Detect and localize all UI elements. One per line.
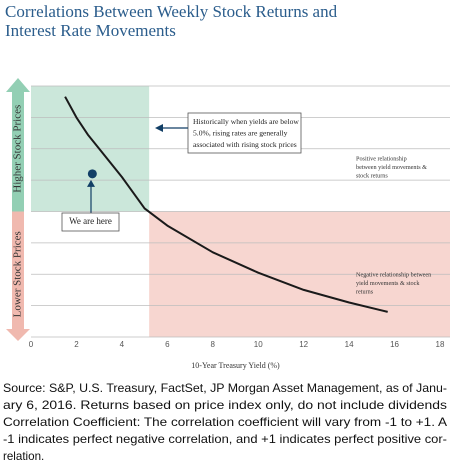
curve <box>64 96 388 313</box>
callout-box <box>187 112 302 154</box>
footnote: relation. <box>3 450 44 463</box>
callout-text: associated with rising stock prices <box>193 140 297 149</box>
footnote: ary 6, 2016. Returns based on price inde… <box>3 399 447 412</box>
point-label-box <box>61 212 120 232</box>
x-tick-label: 0 <box>29 340 34 349</box>
callout-text: 5.0%, rising rates are generally <box>193 128 288 137</box>
down-arrow <box>6 211 30 341</box>
x-tick-label: 18 <box>436 340 445 349</box>
up-arrow <box>6 78 30 212</box>
x-tick-label: 4 <box>120 340 125 349</box>
lower-label: Lower Stock Prices <box>12 231 24 317</box>
negative-note: Negative relationship between <box>356 271 431 278</box>
footnote: Source: S&P, U.S. Treasury, FactSet, JP … <box>3 382 447 395</box>
chart-title: Correlations Between Weekly Stock Return… <box>5 2 338 21</box>
negative-note: returns <box>356 288 374 295</box>
positive-note: stock returns <box>356 172 388 179</box>
chart-title: Interest Rate Movements <box>5 21 176 40</box>
point-arrowhead <box>87 179 95 187</box>
x-tick-label: 12 <box>299 340 308 349</box>
x-tick-label: 6 <box>165 340 170 349</box>
positive-note: between yield movements & <box>356 164 427 171</box>
x-tick-label: 16 <box>390 340 399 349</box>
callout-text: Historically when yields are below <box>193 117 299 126</box>
positive-note: Positive relationship <box>356 155 407 162</box>
x-axis-label: 10-Year Treasury Yield (%) <box>191 361 280 370</box>
x-tick-label: 14 <box>345 340 354 349</box>
x-tick-label: 8 <box>211 340 216 349</box>
footnote: -1 indicates perfect negative correlatio… <box>3 433 447 446</box>
x-tick-label: 10 <box>254 340 263 349</box>
callout-arrowhead <box>155 124 163 132</box>
current-point <box>87 169 97 179</box>
footnote: Correlation Coefficient: The correlation… <box>3 416 447 429</box>
negative-note: yield movements & stock <box>356 280 420 287</box>
x-tick-label: 2 <box>74 340 79 349</box>
point-label: We are here <box>69 216 112 226</box>
upper-label: Higher Stock Prices <box>12 105 24 193</box>
